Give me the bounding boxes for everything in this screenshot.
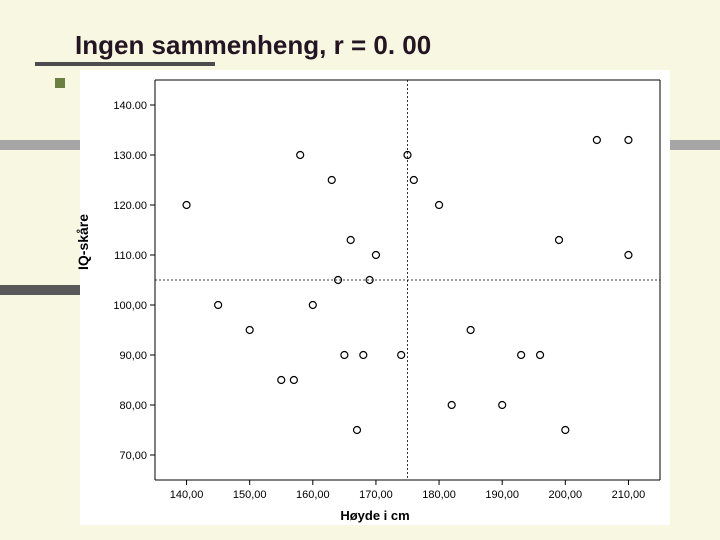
data-point: [278, 377, 285, 384]
y-tick-label: 120.00: [113, 200, 147, 212]
data-point: [297, 152, 304, 159]
y-tick-label: 110.00: [114, 250, 147, 262]
data-point: [593, 137, 600, 144]
x-tick-label: 140,00: [170, 489, 204, 501]
data-point: [309, 302, 316, 309]
scatter-chart: 70,00 80,00 90,00 100,00 110.00 120.00 130.00 1…: [80, 70, 670, 525]
x-tick-label: 190,00: [485, 489, 519, 501]
data-point: [354, 427, 361, 434]
y-tick-label: 130.00: [113, 150, 147, 162]
y-tick-label: 70,00: [119, 450, 147, 462]
data-point: [562, 427, 569, 434]
data-point: [398, 352, 405, 359]
data-point: [246, 327, 253, 334]
data-point: [183, 202, 190, 209]
title-underline: [35, 62, 215, 66]
data-point: [625, 252, 632, 259]
x-tick-label: 210,00: [612, 489, 646, 501]
x-tick-label: 160,00: [296, 489, 330, 501]
data-point: [290, 377, 297, 384]
y-tick-label: 90,00: [119, 350, 147, 362]
data-point: [499, 402, 506, 409]
data-point: [341, 352, 348, 359]
data-point: [328, 177, 335, 184]
data-point: [448, 402, 455, 409]
data-point: [347, 237, 354, 244]
data-point: [556, 237, 563, 244]
decor-bar-left-top: [0, 140, 80, 150]
x-tick-label: 150,00: [233, 489, 267, 501]
data-point: [410, 177, 417, 184]
y-tick-label: 100,00: [113, 300, 147, 312]
x-tick-label: 170,00: [359, 489, 393, 501]
slide: Ingen sammenheng, r = 0. 00 IQ-skåre Høy…: [0, 0, 720, 540]
x-tick-label: 180,00: [422, 489, 456, 501]
y-tick-label: 140.00: [113, 100, 147, 112]
data-point: [467, 327, 474, 334]
x-tick-label: 200,00: [548, 489, 582, 501]
data-point: [537, 352, 544, 359]
data-point: [518, 352, 525, 359]
data-point: [360, 352, 367, 359]
bullet-icon: [55, 78, 65, 88]
slide-title: Ingen sammenheng, r = 0. 00: [75, 30, 431, 61]
data-point: [436, 202, 443, 209]
decor-bar-left-mid: [0, 285, 80, 295]
data-point: [215, 302, 222, 309]
data-point: [625, 137, 632, 144]
chart-container: IQ-skåre Høyde i cm 70,0080,0090,00100,0…: [80, 70, 670, 525]
data-point: [372, 252, 379, 259]
y-tick-label: 80,00: [119, 400, 147, 412]
